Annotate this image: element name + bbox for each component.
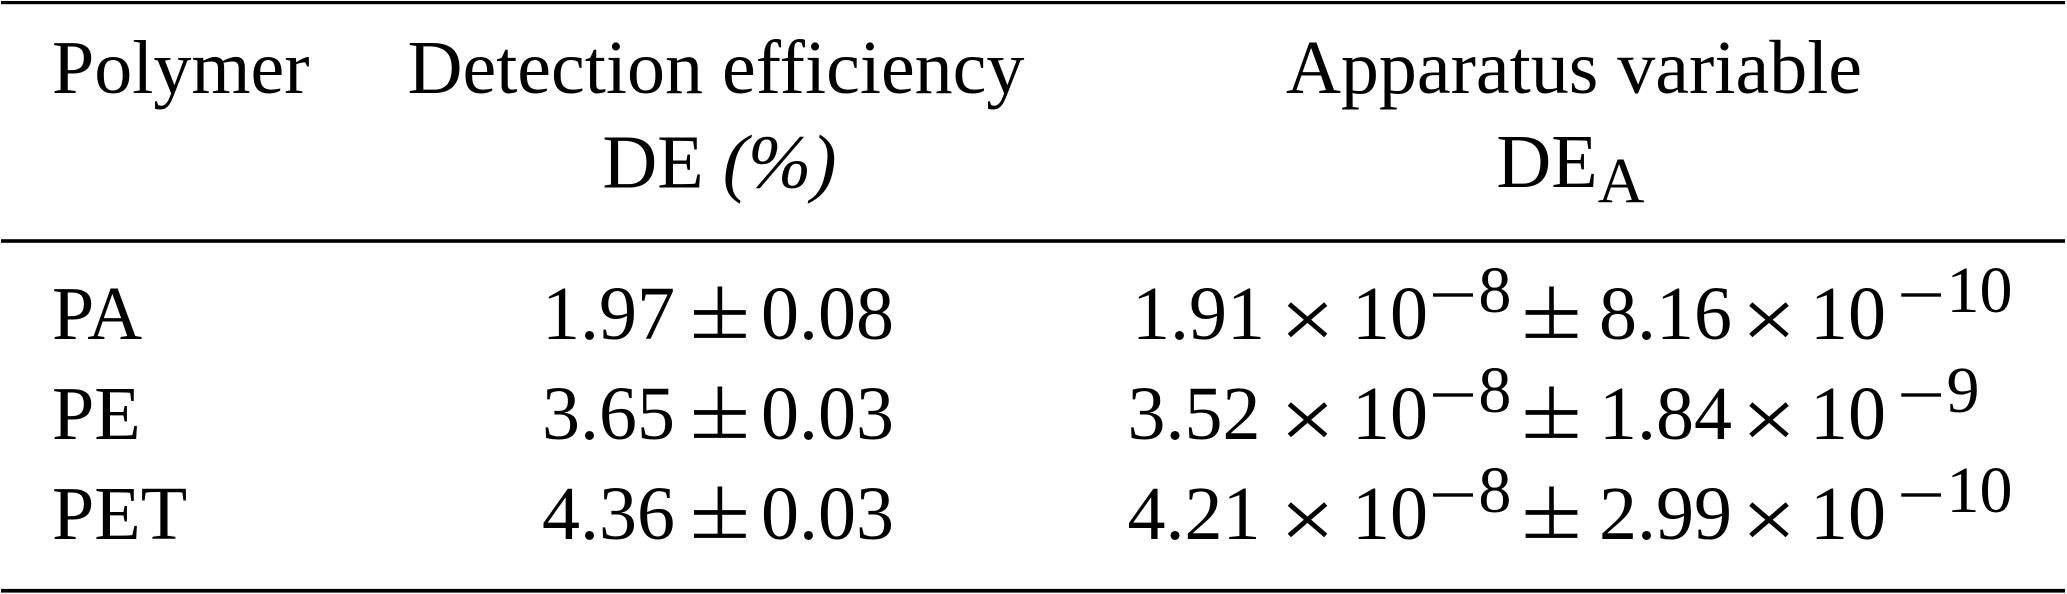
svg-text:4.36: 4.36 xyxy=(542,472,675,556)
svg-text:10: 10 xyxy=(1810,272,1886,356)
svg-text:10: 10 xyxy=(1352,272,1428,356)
svg-text:8.16: 8.16 xyxy=(1599,272,1732,356)
svg-text:10: 10 xyxy=(1947,454,2013,527)
svg-text:2.99: 2.99 xyxy=(1599,472,1732,556)
svg-text:DE (%): DE (%) xyxy=(602,121,836,205)
svg-text:PA: PA xyxy=(52,272,142,356)
svg-text:10: 10 xyxy=(1810,472,1886,556)
svg-text:PET: PET xyxy=(52,472,187,556)
svg-text:8: 8 xyxy=(1478,254,1511,327)
svg-text:0.03: 0.03 xyxy=(761,372,894,456)
svg-text:Detection efficiency: Detection efficiency xyxy=(408,26,1025,110)
svg-text:0.08: 0.08 xyxy=(761,272,894,356)
svg-text:3.65: 3.65 xyxy=(542,372,675,456)
svg-text:8: 8 xyxy=(1478,354,1511,427)
svg-text:10: 10 xyxy=(1810,372,1886,456)
svg-text:10: 10 xyxy=(1352,472,1428,556)
svg-text:0.03: 0.03 xyxy=(761,472,894,556)
svg-text:3.52: 3.52 xyxy=(1128,372,1261,456)
svg-text:1.84: 1.84 xyxy=(1599,372,1732,456)
svg-text:Apparatus variable: Apparatus variable xyxy=(1286,26,1862,110)
svg-text:DEA: DEA xyxy=(1496,120,1644,218)
svg-text:10: 10 xyxy=(1947,254,2013,327)
svg-text:PE: PE xyxy=(52,372,141,456)
svg-text:9: 9 xyxy=(1947,354,1980,427)
svg-text:8: 8 xyxy=(1478,454,1511,527)
svg-text:4.21: 4.21 xyxy=(1128,472,1261,556)
svg-text:1.97: 1.97 xyxy=(542,272,675,356)
svg-text:Polymer: Polymer xyxy=(52,26,310,110)
svg-text:10: 10 xyxy=(1352,372,1428,456)
svg-text:1.91: 1.91 xyxy=(1132,272,1265,356)
